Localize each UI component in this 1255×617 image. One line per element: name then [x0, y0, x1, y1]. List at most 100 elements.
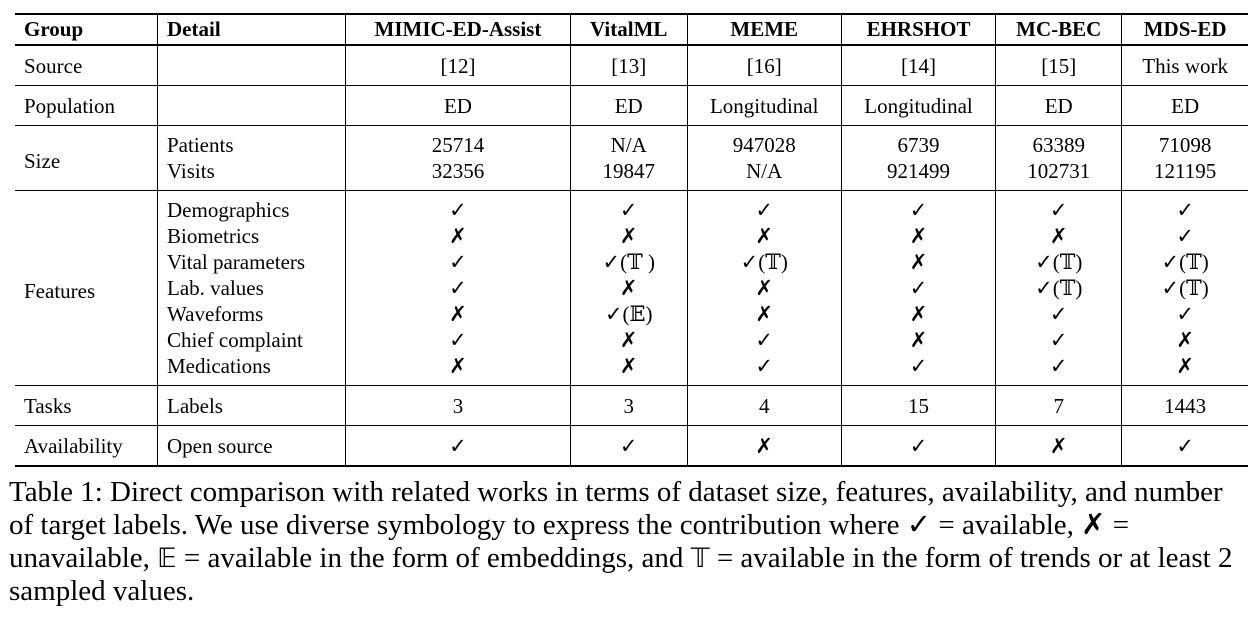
detail-cell: Visits: [157, 158, 346, 191]
value-cell: ✗: [569, 327, 688, 353]
value-cell: 102731: [995, 158, 1122, 191]
value-cell: ED: [1121, 85, 1248, 126]
value-cell: ✓: [995, 327, 1122, 353]
value-cell: 3: [569, 385, 688, 426]
group-cell: Population: [24, 93, 116, 118]
value-cell: 3: [345, 385, 571, 426]
value-cell: ✗: [995, 223, 1122, 249]
value-cell: Longitudinal: [840, 85, 996, 126]
value-cell: 7: [995, 385, 1122, 426]
value-cell: [12]: [345, 45, 571, 86]
column-header: VitalML: [569, 14, 688, 45]
caption-cross-symbol: ✗: [1081, 509, 1106, 541]
value-cell: 19847: [569, 158, 688, 191]
value-cell: ✓: [995, 190, 1122, 223]
value-cell: ✓: [995, 353, 1122, 386]
table-row-features: Biometrics ✗ ✗ ✗ ✗ ✗ ✓: [15, 223, 1248, 249]
value-cell: 63389: [995, 125, 1122, 158]
detail-cell: [157, 85, 346, 126]
group-cell: Source: [24, 53, 83, 78]
detail-cell: Vital parameters: [157, 249, 346, 275]
value-cell: 921499: [840, 158, 996, 191]
value-cell: ED: [345, 85, 571, 126]
value-cell: ✓(𝕋): [1121, 249, 1248, 275]
value-cell: 121195: [1121, 158, 1248, 191]
table-row-features: Vital parameters ✓ ✓(𝕋 ) ✓(𝕋) ✗ ✓(𝕋) ✓(𝕋): [15, 249, 1248, 275]
detail-cell: Waveforms: [157, 301, 346, 327]
value-cell: 71098: [1121, 125, 1248, 158]
value-cell: ✗: [686, 425, 842, 466]
caption-check-text: = available,: [931, 509, 1082, 541]
group-cell: Features: [24, 279, 96, 303]
value-cell: 15: [840, 385, 996, 426]
caption-cross-text: = unavailable,: [9, 509, 1130, 574]
value-cell: ✓(𝔼): [569, 301, 688, 327]
table-body: Group Detail MIMIC-ED-Assist VitalML MEME EHR…: [15, 14, 1248, 466]
value-cell: ✓: [840, 353, 996, 386]
value-cell: ✗: [569, 223, 688, 249]
value-cell: ✓: [840, 190, 996, 223]
table-row-source: Source [12] [13] [16] [14] [15] This work: [15, 45, 1248, 86]
table-row-features: Features Demographics ✓ ✓ ✓ ✓ ✓ ✓: [15, 190, 1248, 303]
column-header: MIMIC-ED-Assist: [345, 14, 571, 45]
table-row-availability: Availability Open source ✓ ✓ ✗ ✓ ✗ ✓: [15, 425, 1248, 466]
value-cell: ✗: [1121, 353, 1248, 386]
value-cell: ✓: [686, 190, 842, 223]
table-row-population: Population ED ED Longitudinal Longitudinal ED…: [15, 85, 1248, 126]
value-cell: ✗: [345, 301, 571, 327]
value-cell: [13]: [569, 45, 688, 86]
group-cell: Size: [24, 149, 61, 173]
table-row-size: Visits 32356 19847 N/A 921499 102731 121195: [15, 158, 1248, 191]
value-cell: ✗: [345, 353, 571, 386]
caption-e-symbol: 𝔼: [157, 543, 177, 574]
value-cell: ✓: [840, 275, 996, 301]
value-cell: [14]: [840, 45, 996, 86]
value-cell: ✗: [569, 275, 688, 301]
detail-cell: [157, 45, 346, 86]
value-cell: ED: [569, 85, 688, 126]
table-caption: Table 1: Direct comparison with related …: [9, 476, 1249, 608]
value-cell: ✗: [840, 249, 996, 275]
value-cell: 25714: [345, 125, 571, 158]
value-cell: ✗: [686, 223, 842, 249]
value-cell: ✗: [840, 301, 996, 327]
value-cell: ✗: [686, 275, 842, 301]
table-row-features: Chief complaint ✓ ✗ ✓ ✗ ✓ ✗: [15, 327, 1248, 353]
value-cell: ✓: [686, 327, 842, 353]
value-cell: ✓: [1121, 425, 1248, 466]
caption-e-text: = available in the form of embeddings, a…: [176, 542, 691, 574]
value-cell: ✓: [345, 275, 571, 301]
value-cell: ✓(𝕋): [995, 249, 1122, 275]
group-cell: Availability: [24, 433, 123, 458]
detail-cell: Biometrics: [157, 223, 346, 249]
value-cell: ✓: [569, 425, 688, 466]
value-cell: ✓(𝕋): [1121, 275, 1248, 301]
value-cell: ✓(𝕋): [686, 249, 842, 275]
detail-cell: Demographics: [157, 190, 346, 223]
value-cell: ✗: [995, 425, 1122, 466]
detail-cell: Open source: [157, 425, 346, 466]
caption-check-symbol: ✓: [906, 509, 932, 541]
value-cell: 1443: [1121, 385, 1248, 426]
value-cell: N/A: [569, 125, 688, 158]
value-cell: ✓: [345, 190, 571, 223]
value-cell: ✓: [345, 327, 571, 353]
value-cell: ✓: [1121, 223, 1248, 249]
value-cell: ✓: [1121, 301, 1248, 327]
caption-t-text: = available in the form of trends or at …: [9, 542, 1233, 607]
detail-cell: Chief complaint: [157, 327, 346, 353]
column-header: Detail: [157, 14, 346, 45]
value-cell: ✗: [840, 223, 996, 249]
value-cell: 32356: [345, 158, 571, 191]
table-row-features: Medications ✗ ✗ ✓ ✓ ✓ ✗: [15, 353, 1248, 386]
table-row-size: Size Patients 25714 N/A 947028 6739 63389 71098: [15, 125, 1248, 173]
value-cell: ✓: [840, 425, 996, 466]
detail-cell: Patients: [157, 125, 346, 158]
detail-cell: Medications: [157, 353, 346, 386]
value-cell: ✓: [995, 301, 1122, 327]
value-cell: Longitudinal: [686, 85, 842, 126]
caption-prefix: Table 1: Direct comparison with related …: [9, 476, 1223, 541]
value-cell: ✓: [686, 353, 842, 386]
value-cell: ✗: [840, 327, 996, 353]
group-cell: Tasks: [24, 393, 72, 418]
